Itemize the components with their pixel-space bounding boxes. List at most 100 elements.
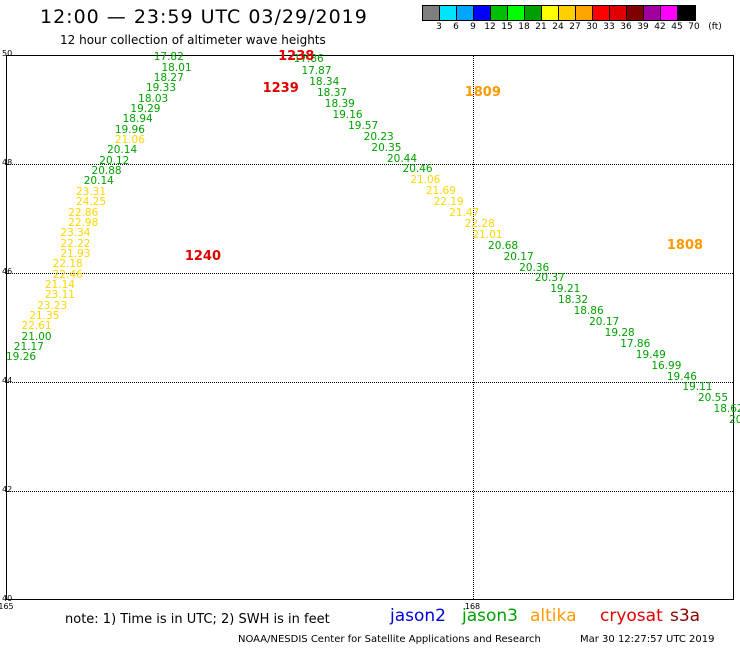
swh-value-label: 17.86 (620, 337, 651, 350)
color-scale-labels: 3 6 9 12 15 18 21 24 27 30 33 36 39 42 45 70 (ft) (422, 22, 722, 34)
swh-value-label: 23.34 (60, 227, 91, 240)
pass-time-label: 1238 (278, 48, 315, 64)
color-scale-label: 36 (620, 22, 632, 32)
color-scale-label: 45 (671, 22, 683, 32)
swh-value-label: 21.14 (44, 278, 75, 291)
latitude-tick-label: 46 (2, 267, 13, 276)
latitude-gridline (7, 164, 733, 165)
longitude-tick-label: 165 (0, 602, 14, 611)
swh-value-label: 20.23 (363, 130, 394, 143)
color-scale-label: 21 (535, 22, 547, 32)
color-scale-label: (ft) (708, 22, 722, 32)
swh-value-label: 19.46 (666, 370, 697, 383)
pass-time-label: 1808 (666, 237, 704, 253)
color-scale-label: 9 (470, 22, 476, 32)
swh-value-label: 20.55 (697, 392, 729, 405)
color-swatch (508, 6, 525, 20)
latitude-tick-label: 42 (2, 485, 13, 494)
color-swatch (593, 6, 610, 20)
swh-value-label: 21.69 (425, 185, 456, 198)
swh-value-label: 23.31 (75, 185, 107, 198)
color-scale-label: 6 (453, 22, 459, 32)
latitude-tick-label: 44 (2, 376, 13, 385)
color-swatch (678, 6, 695, 20)
color-swatch (423, 6, 440, 20)
swh-value-label: 20.88 (91, 165, 122, 178)
color-scale-label: 42 (654, 22, 666, 32)
color-swatch (525, 6, 542, 20)
swh-value-label: 20.46 (402, 163, 433, 176)
swh-value-label: 20.14 (107, 144, 138, 157)
swh-value-label: 18.03 (138, 92, 169, 105)
swh-value-label: 21.06 (410, 174, 441, 187)
swh-value-label: 22.98 (68, 216, 99, 229)
color-swatch (627, 6, 644, 20)
swh-value-label: 22.61 (21, 320, 52, 333)
latitude-gridline (7, 382, 733, 383)
swh-value-label: 20.12 (99, 154, 130, 167)
color-swatch (542, 6, 559, 20)
color-scale-label: 18 (518, 22, 530, 32)
swh-value-label: 18.62 (713, 403, 740, 416)
color-scale-label: 15 (501, 22, 513, 32)
color-swatch (474, 6, 491, 20)
swh-value-label: 22.86 (68, 206, 99, 219)
color-scale-label: 33 (603, 22, 615, 32)
swh-value-label: 19.29 (130, 102, 161, 115)
swh-value-label: 20.35 (371, 141, 402, 154)
swh-value-label: 19.11 (682, 381, 713, 394)
legend-jason2: jason2 (390, 606, 446, 626)
swh-value-label: 19.57 (348, 119, 379, 132)
swh-value-label: 22.46 (52, 268, 83, 281)
swh-value-label: 23.11 (44, 289, 75, 302)
legend-cryosat: cryosat (600, 606, 663, 626)
swh-value-label: 20.14 (83, 175, 114, 188)
swh-value-label: 18.86 (573, 305, 604, 318)
swh-value-label: 19.96 (114, 123, 145, 136)
swh-value-label: 19.21 (550, 283, 581, 296)
swh-value-label: 21.35 (29, 310, 60, 323)
longitude-gridline (472, 56, 474, 599)
swh-value-label: 21.06 (114, 134, 145, 147)
pass-time-label: 1809 (464, 85, 501, 101)
swh-value-label: 20.44 (386, 152, 418, 165)
color-scale-label: 70 (688, 22, 700, 32)
color-scale-label: 3 (436, 22, 442, 32)
swh-value-label: 19.49 (635, 348, 666, 361)
color-swatch (440, 6, 457, 20)
swh-value-label: 21.17 (13, 341, 44, 354)
pass-time-label: 1240 (184, 248, 221, 264)
swh-value-label: 21.00 (21, 330, 52, 343)
pass-time-label: 1239 (262, 81, 299, 97)
color-scale-label: 24 (552, 22, 564, 32)
page-title: 12:00 — 23:59 UTC 03/29/2019 (40, 6, 368, 28)
legend-s3a: s3a (670, 606, 701, 626)
color-swatch (576, 6, 593, 20)
swh-value-label: 19.26 (6, 351, 37, 364)
swh-value-label: 19.28 (604, 326, 635, 339)
swh-value-label: 19.16 (332, 108, 363, 121)
swh-value-label: 21.47 (449, 207, 480, 220)
swh-value-label: 22.22 (60, 237, 91, 250)
legend-altika: altika (530, 606, 577, 626)
swh-value-label: 18.34 (309, 76, 340, 89)
swh-value-label: 16.99 (651, 359, 682, 372)
swh-value-label: 20.17 (503, 250, 534, 263)
swh-value-label: 20.37 (534, 272, 565, 285)
color-scale-label: 39 (637, 22, 649, 32)
swh-value-label: 20.68 (488, 239, 519, 252)
swh-value-label: 18.32 (558, 294, 589, 307)
legend-jason3: jason3 (462, 606, 518, 626)
swh-value-label: 22.19 (433, 196, 464, 209)
color-scale-label: 27 (569, 22, 581, 32)
color-scale-label: 30 (586, 22, 598, 32)
map-plot-area[interactable] (6, 55, 734, 600)
note-text: note: 1) Time is in UTC; 2) SWH is in fe… (65, 612, 330, 627)
swh-value-label: 21.01 (472, 228, 503, 241)
color-swatch (661, 6, 678, 20)
swh-value-label: 24.25 (75, 196, 107, 209)
color-swatch (610, 6, 627, 20)
swh-value-label: 18.37 (317, 87, 348, 100)
swh-value-label: 22.18 (52, 258, 83, 271)
